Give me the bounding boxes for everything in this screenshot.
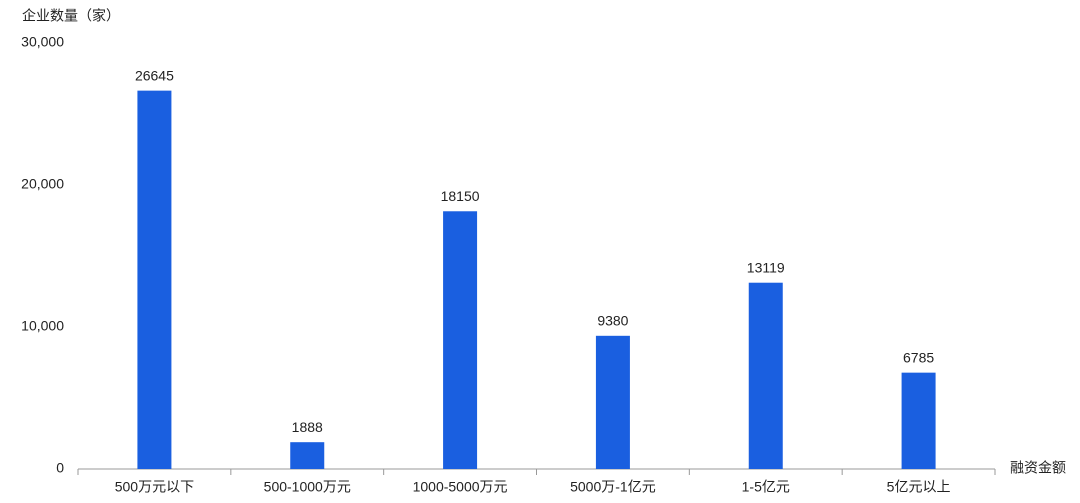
bar bbox=[748, 282, 783, 469]
y-axis-label: 企业数量（家） bbox=[22, 8, 120, 24]
data-label: 1888 bbox=[292, 419, 323, 435]
x-axis-label: 融资金额 bbox=[1010, 460, 1066, 476]
bar bbox=[290, 442, 325, 469]
x-tick-label: 5亿元以上 bbox=[887, 479, 951, 495]
x-tick-label: 500-1000万元 bbox=[264, 479, 351, 495]
data-label: 13119 bbox=[747, 259, 785, 275]
x-tick-label: 1-5亿元 bbox=[742, 479, 790, 495]
data-label: 18150 bbox=[441, 188, 480, 204]
data-label: 6785 bbox=[903, 349, 934, 365]
bar bbox=[137, 90, 172, 470]
bar bbox=[901, 372, 936, 469]
data-label: 26645 bbox=[135, 67, 174, 83]
bar bbox=[595, 335, 630, 469]
x-tick-label: 5000万-1亿元 bbox=[570, 479, 656, 495]
y-tick-label: 20,000 bbox=[21, 176, 64, 192]
y-tick-label: 0 bbox=[56, 460, 64, 476]
x-tick-label: 500万元以下 bbox=[115, 479, 194, 495]
data-label: 9380 bbox=[597, 313, 628, 329]
bar bbox=[443, 211, 478, 469]
y-tick-label: 30,000 bbox=[21, 34, 64, 50]
x-tick-label: 1000-5000万元 bbox=[413, 479, 508, 495]
y-tick-label: 10,000 bbox=[21, 318, 64, 334]
